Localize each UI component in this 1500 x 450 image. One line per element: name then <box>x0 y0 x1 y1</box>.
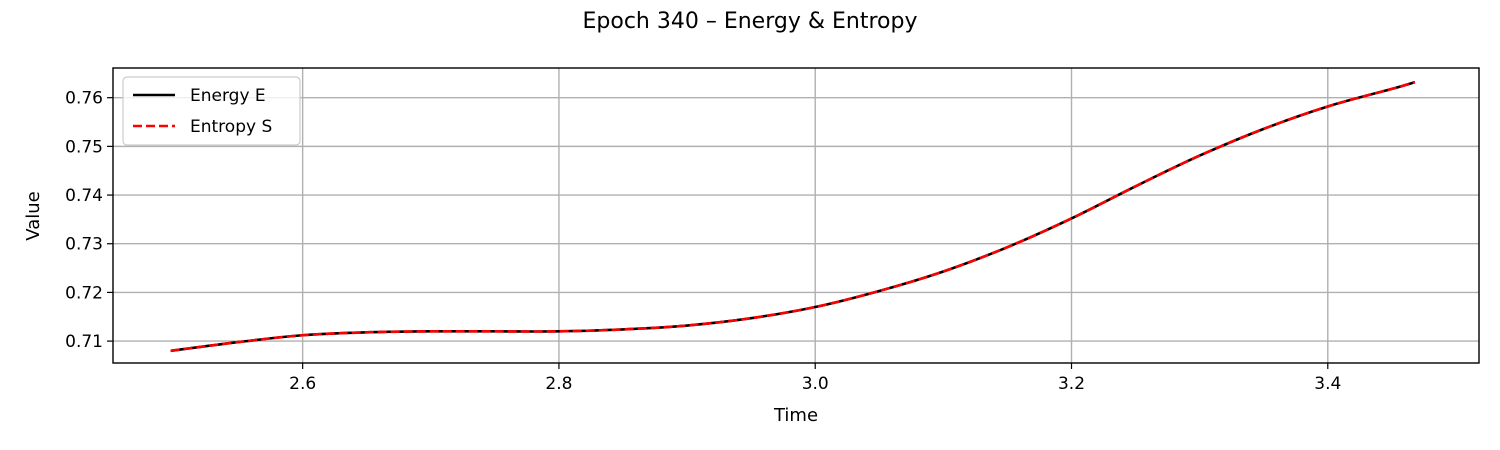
x-axis: 2.6 2.8 3.0 3.2 3.4 <box>289 363 1341 394</box>
y-tick-label: 0.74 <box>65 186 103 206</box>
legend-label-energy: Energy E <box>190 86 266 106</box>
series-layer <box>170 80 1416 353</box>
x-tick-label: 2.8 <box>545 374 572 394</box>
grid <box>113 68 1479 363</box>
y-tick-label: 0.72 <box>65 283 103 303</box>
legend-label-entropy: Entropy S <box>190 117 272 137</box>
legend: Energy E Entropy S <box>122 76 301 146</box>
y-axis: 0.71 0.72 0.73 0.74 0.75 0.76 <box>65 89 113 352</box>
x-tick-label: 3.4 <box>1314 374 1341 394</box>
x-tick-label: 3.2 <box>1058 374 1085 394</box>
series-line-entropy <box>170 80 1416 353</box>
x-axis-label: Time <box>773 405 818 426</box>
y-tick-label: 0.73 <box>65 235 103 255</box>
x-tick-label: 2.6 <box>289 374 316 394</box>
y-tick-label: 0.76 <box>65 89 103 109</box>
y-tick-label: 0.75 <box>65 137 103 157</box>
x-tick-label: 3.0 <box>802 374 829 394</box>
y-axis-label: Value <box>23 191 44 240</box>
chart-title: Epoch 340 – Energy & Entropy <box>583 9 918 34</box>
y-tick-label: 0.71 <box>65 332 103 352</box>
plot-frame <box>112 67 1480 364</box>
